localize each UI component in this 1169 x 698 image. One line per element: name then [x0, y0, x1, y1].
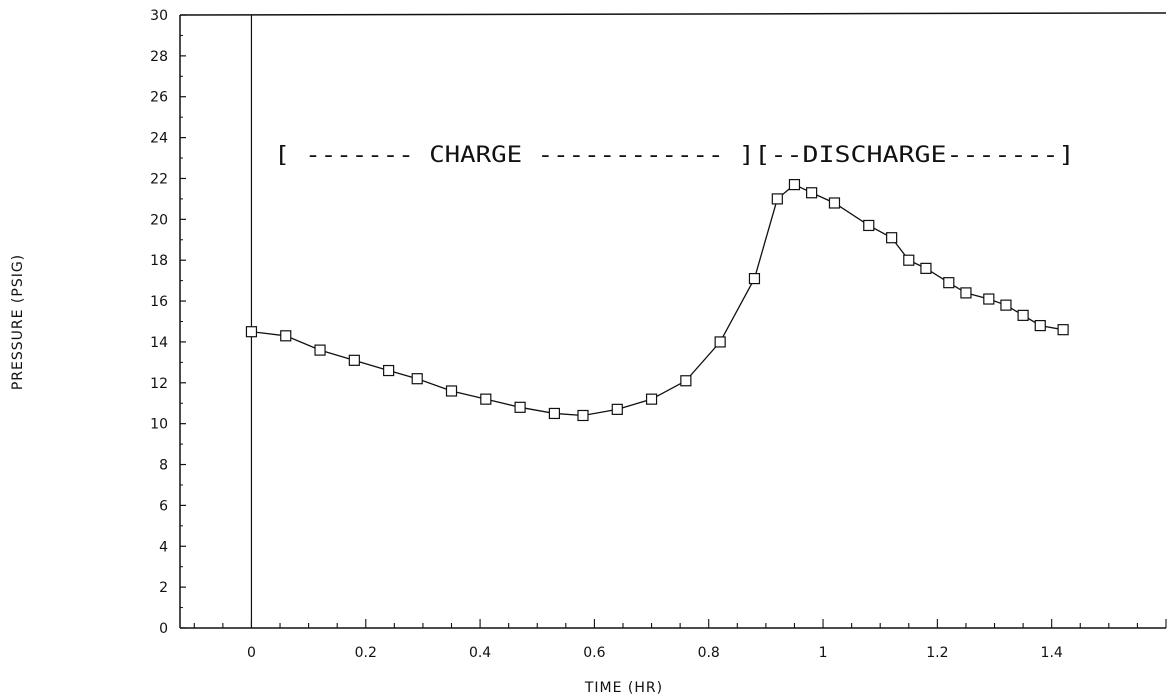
- y-tick-label: 12: [150, 376, 168, 392]
- data-point-marker: [960, 287, 972, 299]
- data-point-marker: [1017, 309, 1029, 321]
- y-tick-label: 22: [150, 171, 168, 187]
- x-tick-label: 1: [819, 645, 828, 661]
- y-tick-label: 28: [150, 49, 168, 65]
- phase-annotations: [ ------- CHARGE ------------ ] [--DISCHA…: [274, 143, 1074, 168]
- y-tick-label: 16: [150, 294, 168, 310]
- data-point-marker: [645, 393, 658, 405]
- data-point-marker: [920, 262, 932, 274]
- series-layer: [245, 178, 1069, 422]
- data-point-marker: [863, 219, 875, 232]
- data-point-marker: [445, 385, 458, 397]
- y-tick-label: 10: [150, 417, 168, 433]
- data-point-marker: [383, 364, 395, 377]
- y-tick-label: 2: [159, 580, 168, 596]
- data-point-marker: [411, 373, 423, 385]
- data-point-marker: [245, 326, 258, 338]
- data-point-marker: [886, 232, 898, 244]
- y-tick-label: 4: [159, 539, 168, 555]
- data-point-marker: [714, 336, 726, 348]
- data-point-marker: [1000, 299, 1012, 311]
- y-tick-label: 30: [150, 8, 168, 24]
- y-tick-label: 8: [159, 458, 168, 474]
- x-axis: 0 0.2 0.4 0.6 0.8 1 1.2 1.4: [193, 619, 1167, 661]
- data-point-marker: [771, 193, 783, 205]
- data-point-marker: [280, 330, 292, 342]
- data-point-marker: [314, 344, 326, 356]
- data-point-marker: [748, 272, 761, 285]
- x-tick-label: 0.4: [469, 645, 491, 661]
- data-point-marker: [348, 354, 360, 366]
- data-point-marker: [806, 187, 818, 199]
- y-tick-label: 26: [150, 90, 168, 106]
- series-line: [251, 183, 1064, 417]
- x-tick-label: 0: [247, 645, 256, 661]
- data-point-marker: [577, 409, 589, 422]
- x-tick-label: 1.2: [926, 645, 948, 661]
- data-point-marker: [1057, 324, 1069, 336]
- y-tick-label: 20: [150, 212, 168, 228]
- y-axis-label: PRESSURE (PSIG): [10, 254, 26, 390]
- data-point-marker: [514, 401, 526, 413]
- x-tick-label: 0.2: [355, 645, 377, 661]
- top-border-line: [179, 12, 1167, 16]
- y-tick-label: 0: [159, 621, 168, 637]
- x-tick-label: 0.8: [698, 645, 720, 661]
- y-tick-label: 24: [150, 131, 168, 147]
- discharge-annotation: [--DISCHARGE-------]: [754, 143, 1074, 168]
- y-tick-label: 18: [150, 253, 168, 269]
- data-point-marker: [903, 254, 915, 266]
- data-point-marker: [983, 293, 995, 305]
- data-point-marker: [480, 393, 492, 405]
- data-point-marker: [943, 277, 955, 289]
- data-point-marker: [680, 375, 692, 387]
- x-axis-label: TIME (HR): [584, 680, 663, 696]
- y-tick-label: 6: [159, 498, 168, 514]
- x-tick-label: 0.6: [583, 645, 605, 661]
- charge-annotation: [ ------- CHARGE ------------ ]: [274, 143, 754, 168]
- data-point-marker: [548, 407, 560, 420]
- x-tick-label: 1.4: [1041, 645, 1063, 661]
- data-point-marker: [611, 403, 623, 415]
- data-point-marker: [828, 197, 841, 209]
- data-point-marker: [1034, 319, 1046, 332]
- y-tick-label: 14: [150, 335, 168, 351]
- data-point-marker: [788, 178, 801, 191]
